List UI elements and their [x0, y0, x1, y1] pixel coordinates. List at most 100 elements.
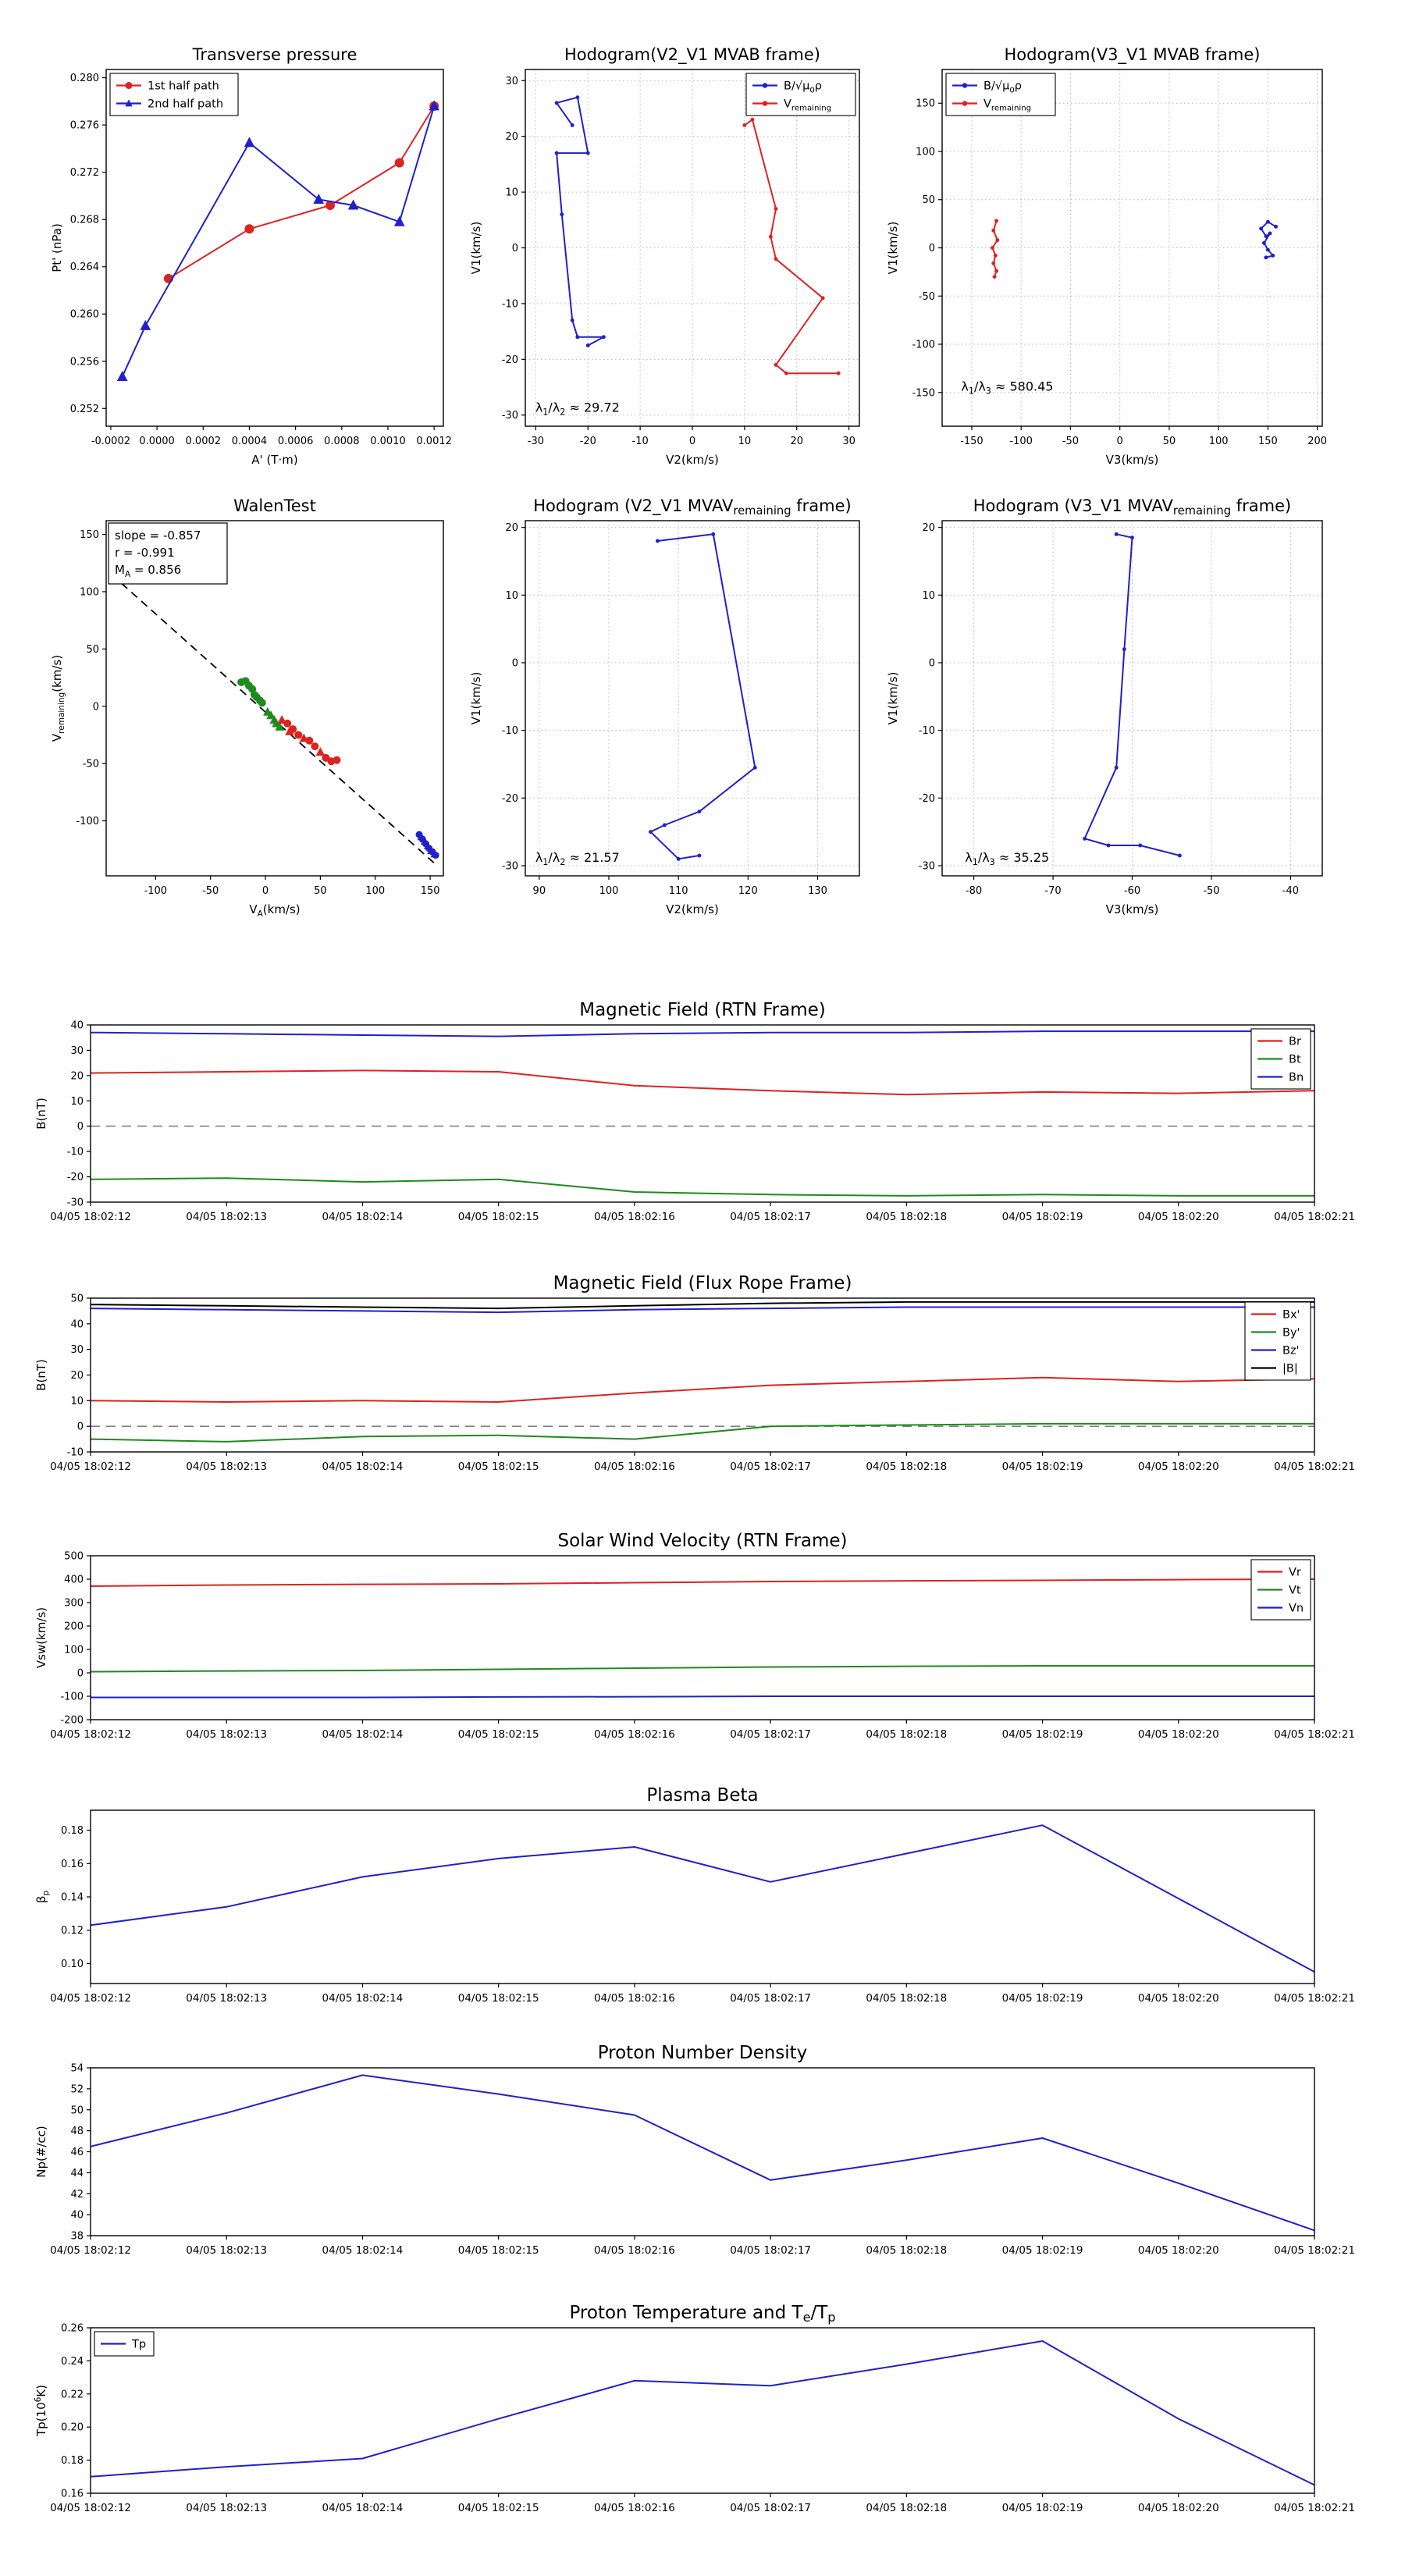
- y-tick-label: 0.268: [70, 215, 99, 226]
- x-tick-label: -70: [1044, 885, 1061, 897]
- x-tick-label: 04/05 18:02:19: [1002, 1728, 1083, 1741]
- x-tick-label: 04/05 18:02:12: [50, 1728, 131, 1741]
- y-tick-label: 38: [70, 2231, 84, 2243]
- x-tick-label: 04/05 18:02:21: [1274, 2502, 1355, 2514]
- chart-title: Hodogram(V2_V1 MVAB frame): [564, 45, 820, 65]
- y-tick-label: -30: [67, 1197, 84, 1209]
- x-tick-label: 04/05 18:02:17: [730, 2502, 811, 2514]
- x-axis-label: V2(km/s): [666, 902, 719, 916]
- x-tick-label: 04/05 18:02:15: [458, 2244, 539, 2257]
- x-tick-label: 150: [1258, 436, 1278, 447]
- y-tick-label: 0.22: [61, 2389, 84, 2400]
- legend-label: Bx': [1282, 1309, 1300, 1322]
- legend: B/√μ0ρ Vremaining: [945, 73, 1056, 116]
- plot-area: [91, 2068, 1314, 2236]
- x-tick-label: 04/05 18:02:17: [730, 1211, 811, 1223]
- legend-label: 1st half path: [148, 80, 219, 93]
- axis-ticks: 04/05 18:02:12 04/05 18:02:13 04/05 18:02:…: [50, 1020, 1355, 1224]
- chart-title: Proton Temperature and Te/Tp: [569, 2303, 835, 2325]
- x-tick-label: 04/05 18:02:15: [458, 1992, 539, 2005]
- series-Tp-line: [90, 2340, 1315, 2486]
- chart-title: Transverse pressure: [192, 45, 357, 64]
- x-tick-label: 04/05 18:02:19: [1002, 2502, 1083, 2514]
- chart-hodogram-v2v1-mvab: -30 -20 -10 0 10 20 30 -30 -20 -10 0 10 20 30 Hodogram…: [469, 45, 860, 467]
- chart-hodogram-v3v1-mvav: -80 -70 -60 -50 -40 -30 -20 -10 0 10 20 Hodogram (V…: [886, 496, 1323, 916]
- x-tick-label: 04/05 18:02:12: [50, 2502, 131, 2514]
- y-tick-label: -20: [919, 793, 935, 805]
- y-axis-label: Np(#/cc): [34, 2126, 48, 2178]
- x-tick-label: 04/05 18:02:20: [1138, 1461, 1219, 1473]
- series-Vt-line: [90, 1665, 1314, 1673]
- x-tick-label: 04/05 18:02:20: [1138, 2244, 1219, 2257]
- series-By-line: [90, 1422, 1314, 1443]
- x-tick-label: 0.0006: [278, 436, 314, 447]
- legend-label: B/√μ0ρ: [784, 80, 822, 95]
- x-axis-label: VA(km/s): [249, 902, 300, 919]
- x-tick-label: 100: [1209, 436, 1229, 447]
- y-tick-label: -50: [919, 291, 935, 303]
- x-tick-label: -0.0002: [91, 436, 130, 447]
- axis-ticks: 04/05 18:02:12 04/05 18:02:13 04/05 18:02:…: [50, 1551, 1355, 1742]
- x-tick-label: -100: [144, 885, 168, 897]
- gridlines: [942, 521, 1322, 876]
- y-tick-label: 0: [929, 243, 935, 254]
- legend-label: Bz': [1282, 1345, 1300, 1357]
- y-tick-label: 0.14: [61, 1892, 84, 1904]
- y-tick-label: 100: [64, 1645, 84, 1656]
- y-tick-label: 0.280: [70, 73, 99, 84]
- series-B-over-sqrt-mu0rho-markers: [1259, 219, 1278, 260]
- y-tick-label: -30: [502, 410, 518, 422]
- y-tick-label: 20: [505, 522, 518, 534]
- series-Bn-line: [90, 1030, 1314, 1037]
- legend-label: 2nd half path: [148, 98, 223, 111]
- legend: Tp: [94, 2331, 155, 2357]
- x-tick-label: 04/05 18:02:15: [458, 1728, 539, 1741]
- stat-line: slope = -0.857: [115, 528, 201, 543]
- x-tick-label: 0: [689, 436, 695, 447]
- axis-ticks: 04/05 18:02:12 04/05 18:02:13 04/05 18:02:…: [50, 2323, 1355, 2515]
- chart-proton-temp: 04/05 18:02:12 04/05 18:02:13 04/05 18:02:…: [34, 2303, 1355, 2514]
- y-tick-label: 0: [512, 243, 518, 254]
- x-tick-label: 0.0010: [370, 436, 406, 447]
- y-tick-label: -100: [60, 1692, 84, 1703]
- y-tick-label: 54: [70, 2063, 84, 2075]
- y-axis-label: V1(km/s): [469, 672, 483, 725]
- legend: Br Bt Bn: [1250, 1028, 1311, 1090]
- y-tick-label: 0.272: [70, 167, 99, 179]
- y-tick-label: -20: [502, 793, 518, 805]
- x-tick-label: 30: [842, 436, 855, 447]
- x-tick-label: 200: [1307, 436, 1327, 447]
- axis-ticks: -30 -20 -10 0 10 20 30 -30 -20 -10 0 10 20 30: [502, 76, 855, 447]
- axis-ticks: -80 -70 -60 -50 -40 -30 -20 -10 0 10 20: [919, 522, 1299, 897]
- x-tick-label: 0.0004: [232, 436, 268, 447]
- x-tick-label: 04/05 18:02:13: [186, 1461, 267, 1473]
- series-hodogram-line-markers: [1083, 532, 1182, 858]
- y-tick-label: 0: [929, 658, 935, 670]
- x-tick-label: 130: [808, 885, 827, 897]
- axes-border: [525, 520, 860, 877]
- x-tick-label: 04/05 18:02:14: [322, 1992, 404, 2005]
- x-tick-label: 04/05 18:02:12: [50, 1461, 131, 1473]
- annotation: λ1/λ3 ≈ 580.45: [961, 379, 1053, 396]
- x-tick-label: 04/05 18:02:18: [866, 1728, 947, 1741]
- legend-label: By': [1282, 1327, 1300, 1340]
- chart-hodogram-v3v1-mvab: -150 -100 -50 0 50 100 150 200 -150 -100 -50 0 50 100…: [886, 45, 1327, 467]
- y-tick-label: -20: [67, 1172, 84, 1183]
- axis-ticks: 04/05 18:02:12 04/05 18:02:13 04/05 18:02:…: [50, 1293, 1355, 1474]
- annotation: λ1/λ2 ≈ 21.57: [535, 850, 620, 867]
- series-Np-line: [90, 2074, 1315, 2232]
- y-tick-label: 20: [922, 522, 935, 534]
- legend-label: Br: [1289, 1036, 1301, 1048]
- y-tick-label: 100: [916, 146, 935, 158]
- y-tick-label: 0.252: [70, 404, 99, 415]
- x-tick-label: 04/05 18:02:12: [50, 1211, 131, 1223]
- y-tick-label: 0.10: [61, 1959, 84, 1970]
- series-green-circles-markers: [237, 677, 266, 707]
- chart-plasma-beta: 04/05 18:02:12 04/05 18:02:13 04/05 18:02:…: [34, 1785, 1355, 2005]
- x-tick-label: 110: [669, 885, 688, 897]
- axis-ticks: 90 100 110 120 130 -30 -20 -10 0 10 20: [502, 522, 827, 897]
- x-tick-label: 04/05 18:02:13: [186, 2502, 267, 2514]
- axes-border: [90, 1555, 1315, 1720]
- series-V-remaining-markers: [991, 219, 1000, 279]
- y-axis-label: B(nT): [34, 1098, 48, 1130]
